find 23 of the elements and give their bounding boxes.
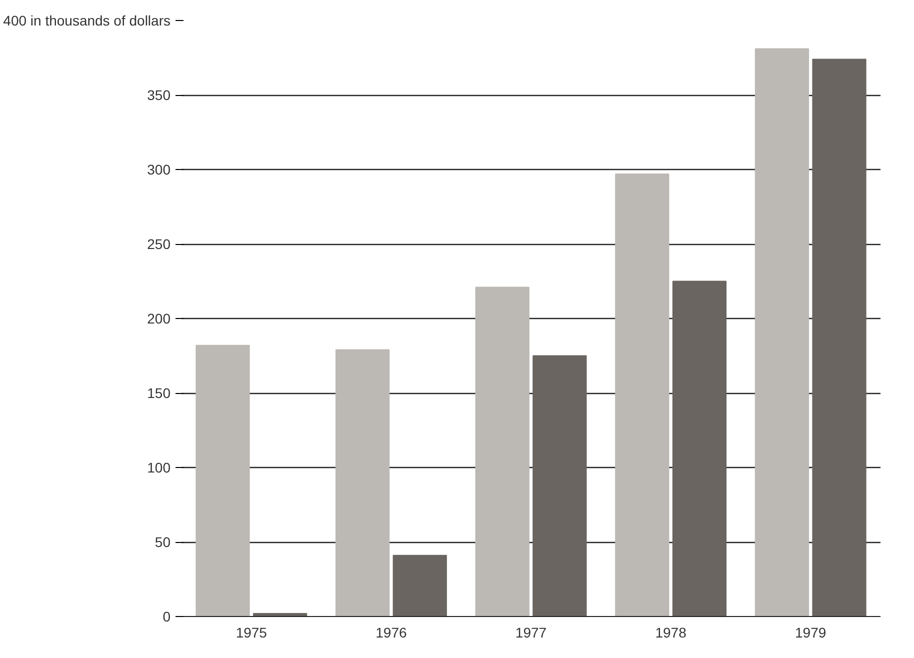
bar xyxy=(812,58,866,616)
x-tick-label: 1977 xyxy=(515,624,547,640)
x-tick-label: 1979 xyxy=(795,624,826,640)
y-tick-label: 200 xyxy=(147,310,171,326)
y-tick-label: 350 xyxy=(147,87,171,103)
y-tick-label: 400 in thousands of dollars xyxy=(3,12,171,28)
x-tick-label: 1978 xyxy=(655,624,687,640)
bar xyxy=(754,48,810,616)
x-tick-label: 1976 xyxy=(376,624,407,640)
x-tick-label: 1975 xyxy=(236,624,268,640)
y-tick-label: 250 xyxy=(147,236,171,252)
y-tick-label: 100 xyxy=(147,460,171,476)
bar xyxy=(672,280,727,616)
bar xyxy=(475,286,530,616)
bar xyxy=(392,554,447,616)
bar xyxy=(615,173,670,616)
bar xyxy=(532,355,587,616)
y-tick-label: 150 xyxy=(147,385,171,401)
y-tick-label: 0 xyxy=(162,608,171,624)
y-tick-label: 50 xyxy=(154,534,171,550)
y-tick-label: 300 xyxy=(147,162,171,178)
bar xyxy=(335,349,390,616)
bar xyxy=(196,344,250,616)
